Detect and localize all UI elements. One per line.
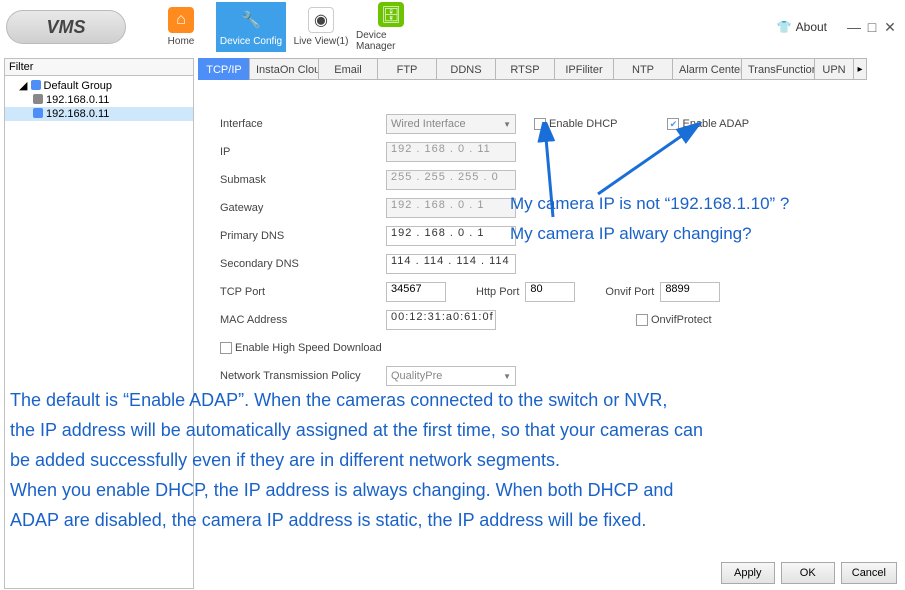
- apply-button[interactable]: Apply: [721, 562, 775, 584]
- onvifport-input[interactable]: 8899: [660, 282, 720, 302]
- minimize-button[interactable]: —: [845, 19, 863, 35]
- close-button[interactable]: ✕: [881, 19, 899, 36]
- annotation-p5: ADAP are disabled, the camera IP address…: [10, 510, 646, 531]
- annotation-p3: be added successfully even if they are i…: [10, 450, 560, 471]
- nav-live-view-label: Live View(1): [294, 36, 349, 47]
- ok-button[interactable]: OK: [781, 562, 835, 584]
- highspeed-download-checkbox[interactable]: Enable High Speed Download: [220, 342, 382, 354]
- annotation-q2: My camera IP alwary changing?: [510, 224, 752, 244]
- annotation-q1: My camera IP is not “192.168.1.10” ?: [510, 194, 789, 214]
- pdns-input[interactable]: 192 . 168 . 0 . 1: [386, 226, 516, 246]
- onvifport-label: Onvif Port: [605, 286, 654, 298]
- tab-transfunc[interactable]: TransFunction: [741, 58, 815, 80]
- annotation-arrow-adap: [588, 122, 708, 200]
- top-toolbar: VMS ⌂ Home 🔧 Device Config ◉ Live View(1…: [0, 0, 905, 54]
- transmission-policy-label: Network Transmission Policy: [220, 370, 386, 382]
- mac-label: MAC Address: [220, 314, 386, 326]
- submask-label: Submask: [220, 174, 386, 186]
- transmission-policy-select[interactable]: QualityPre ▼: [386, 366, 516, 386]
- annotation-p1: The default is “Enable ADAP”. When the c…: [10, 390, 667, 411]
- tcpport-label: TCP Port: [220, 286, 386, 298]
- submask-input[interactable]: 255 . 255 . 255 . 0: [386, 170, 516, 190]
- tree-device-1[interactable]: 192.168.0.11: [5, 93, 193, 107]
- chevron-down-icon: ▼: [503, 372, 511, 381]
- device-config-icon: 🔧: [238, 7, 264, 33]
- ip-input[interactable]: 192 . 168 . 0 . 11: [386, 142, 516, 162]
- tab-ipfilter[interactable]: IPFiliter: [554, 58, 614, 80]
- gateway-input[interactable]: 192 . 168 . 0 . 1: [386, 198, 516, 218]
- annotation-p4: When you enable DHCP, the IP address is …: [10, 480, 673, 501]
- about-label: About: [796, 20, 827, 34]
- highspeed-download-label: Enable High Speed Download: [235, 342, 382, 354]
- nav-home-label: Home: [168, 36, 195, 47]
- annotation-p2: the IP address will be automatically ass…: [10, 420, 703, 441]
- about-button[interactable]: 👕 About: [777, 20, 827, 34]
- checkbox-icon: [220, 342, 232, 354]
- tab-ddns[interactable]: DDNS: [436, 58, 496, 80]
- tree-group[interactable]: ◢ Default Group: [5, 78, 193, 93]
- onvifprotect-label: OnvifProtect: [651, 314, 712, 326]
- tcpport-input[interactable]: 34567: [386, 282, 446, 302]
- httpport-label: Http Port: [476, 286, 519, 298]
- nav-device-manager[interactable]: 🗄 Device Manager: [356, 2, 426, 52]
- tab-tcpip[interactable]: TCP/IP: [198, 58, 250, 80]
- tab-email[interactable]: Email: [318, 58, 378, 80]
- tab-upnp[interactable]: UPN: [814, 58, 854, 80]
- interface-value: Wired Interface: [391, 118, 466, 130]
- tabs-scroll-right[interactable]: ▸: [853, 58, 867, 80]
- maximize-button[interactable]: □: [863, 19, 881, 35]
- nav-home[interactable]: ⌂ Home: [146, 2, 216, 52]
- sdns-label: Secondary DNS: [220, 258, 386, 270]
- httpport-input[interactable]: 80: [525, 282, 575, 302]
- config-tabs: TCP/IP InstaOn Cloud Email FTP DDNS RTSP…: [198, 58, 901, 80]
- interface-select[interactable]: Wired Interface ▼: [386, 114, 516, 134]
- transmission-policy-value: QualityPre: [391, 370, 442, 382]
- nav-device-manager-label: Device Manager: [356, 30, 426, 52]
- tab-rtsp[interactable]: RTSP: [495, 58, 555, 80]
- button-bar: Apply OK Cancel: [721, 562, 897, 584]
- device-manager-icon: 🗄: [378, 2, 404, 27]
- nav-device-config-label: Device Config: [220, 36, 282, 47]
- nav-live-view[interactable]: ◉ Live View(1): [286, 2, 356, 52]
- live-view-icon: ◉: [308, 7, 334, 33]
- home-icon: ⌂: [168, 7, 194, 33]
- interface-label: Interface: [220, 118, 386, 130]
- nav-device-config[interactable]: 🔧 Device Config: [216, 2, 286, 52]
- ip-label: IP: [220, 146, 386, 158]
- tree-device-2-label: 192.168.0.11: [46, 108, 109, 120]
- pdns-label: Primary DNS: [220, 230, 386, 242]
- tab-instaon[interactable]: InstaOn Cloud: [249, 58, 319, 80]
- about-icon: 👕: [777, 20, 792, 34]
- tree-filter-header: Filter: [5, 59, 193, 76]
- gateway-label: Gateway: [220, 202, 386, 214]
- mac-value: 00:12:31:a0:61:0f: [386, 310, 496, 330]
- cancel-button[interactable]: Cancel: [841, 562, 897, 584]
- tab-alarmcenter[interactable]: Alarm Center: [672, 58, 742, 80]
- checkbox-icon: [636, 314, 648, 326]
- tree-device-2[interactable]: 192.168.0.11: [5, 107, 193, 121]
- sdns-input[interactable]: 114 . 114 . 114 . 114: [386, 254, 516, 274]
- tab-ftp[interactable]: FTP: [377, 58, 437, 80]
- logo: VMS: [6, 10, 126, 44]
- tree-group-label: Default Group: [44, 80, 112, 92]
- tree-device-1-label: 192.168.0.11: [46, 94, 109, 106]
- chevron-down-icon: ▼: [503, 120, 511, 129]
- onvifprotect-checkbox[interactable]: OnvifProtect: [636, 314, 712, 326]
- tab-ntp[interactable]: NTP: [613, 58, 673, 80]
